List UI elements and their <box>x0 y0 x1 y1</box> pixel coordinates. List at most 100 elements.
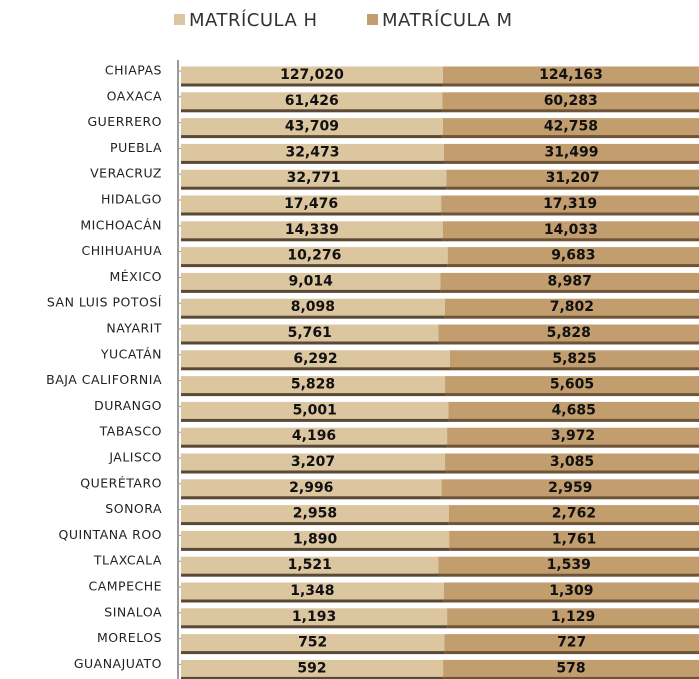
value-label: 43,709 <box>285 119 339 135</box>
bar <box>438 556 699 574</box>
bar <box>181 659 444 677</box>
value-label: 3,085 <box>550 454 594 470</box>
value-label: 3,972 <box>551 428 595 444</box>
value-label: 31,499 <box>544 144 598 160</box>
bar-shadow <box>441 495 699 500</box>
value-label: 1,193 <box>292 609 336 625</box>
bar <box>448 401 699 419</box>
bar-shadow <box>181 572 439 577</box>
bar <box>443 143 699 161</box>
bar <box>181 505 449 523</box>
bar-shadow <box>181 675 444 679</box>
bar <box>181 634 445 652</box>
bar <box>181 427 448 445</box>
bar <box>442 118 699 136</box>
category-label: CAMPECHE <box>88 579 162 594</box>
bar-shadow <box>446 185 699 190</box>
bar <box>441 479 699 497</box>
value-label: 32,473 <box>285 144 339 160</box>
bar-shadow <box>438 572 699 577</box>
category-label: YUCATÁN <box>100 346 162 361</box>
bar-shadow <box>442 82 699 87</box>
bar-shadow <box>447 263 699 268</box>
value-label: 8,098 <box>291 299 335 315</box>
category-label: CHIHUAHUA <box>81 243 162 258</box>
value-label: 9,014 <box>289 273 334 289</box>
bar <box>181 556 439 574</box>
value-label: 1,129 <box>551 609 595 625</box>
value-label: 2,762 <box>552 506 596 522</box>
bar <box>181 66 443 84</box>
bar-shadow <box>181 237 443 242</box>
category-label: QUERÉTARO <box>80 475 162 490</box>
bar-shadow <box>442 237 699 242</box>
bar <box>441 195 699 213</box>
value-label: 4,196 <box>292 428 336 444</box>
category-label: NAYARIT <box>106 321 162 336</box>
bar-shadow <box>181 82 443 87</box>
category-label: SAN LUIS POTOSÍ <box>47 295 162 310</box>
legend-swatch <box>367 14 378 25</box>
bar-shadow <box>443 598 699 603</box>
bar-shadow <box>447 624 699 629</box>
category-label: MICHOACÁN <box>80 217 162 232</box>
bar <box>181 118 443 136</box>
bar-shadow <box>181 134 443 139</box>
value-label: 727 <box>557 635 586 651</box>
bar <box>443 659 699 677</box>
value-label: 5,828 <box>291 377 335 393</box>
bar-shadow <box>181 263 448 268</box>
bar-shadow <box>181 392 446 397</box>
bar-shadow <box>181 314 445 319</box>
bar-shadow <box>444 650 699 655</box>
value-label: 14,033 <box>544 222 598 238</box>
value-label: 17,319 <box>543 196 597 212</box>
category-label: CHIAPAS <box>105 63 162 78</box>
bar-shadow <box>445 392 699 397</box>
value-label: 127,020 <box>280 67 344 83</box>
bar <box>444 634 699 652</box>
value-label: 60,283 <box>544 93 598 109</box>
bar-shadow <box>448 521 699 526</box>
bar <box>181 479 442 497</box>
bar <box>181 376 446 394</box>
legend-label: MATRÍCULA H <box>189 9 318 31</box>
value-label: 578 <box>556 660 585 676</box>
category-label: SINALOA <box>104 604 162 619</box>
bar <box>442 92 699 110</box>
bar-shadow <box>441 211 699 216</box>
bar-shadow <box>181 598 444 603</box>
category-label: HIDALGO <box>101 192 162 207</box>
bar-shadow <box>442 134 699 139</box>
bar-shadow <box>444 314 699 319</box>
bar <box>181 298 445 316</box>
category-label: TLAXCALA <box>93 553 162 568</box>
bar-shadow <box>181 624 448 629</box>
bar <box>447 427 699 445</box>
value-label: 31,207 <box>546 170 600 186</box>
category-label: GUERRERO <box>87 114 162 129</box>
bar-shadow <box>445 469 699 474</box>
bar-shadow <box>181 469 446 474</box>
value-label: 3,207 <box>291 454 335 470</box>
value-label: 61,426 <box>285 93 339 109</box>
bar <box>440 272 699 290</box>
bar-shadow <box>448 417 699 422</box>
value-label: 1,521 <box>288 557 332 573</box>
value-label: 1,539 <box>547 557 591 573</box>
bar-shadow <box>181 521 449 526</box>
value-label: 5,828 <box>547 325 591 341</box>
value-label: 9,683 <box>551 248 595 264</box>
value-label: 42,758 <box>544 119 598 135</box>
bar <box>181 247 448 265</box>
bar-shadow <box>447 443 699 448</box>
value-label: 5,605 <box>550 377 594 393</box>
value-label: 752 <box>298 635 327 651</box>
value-label: 1,309 <box>549 583 593 599</box>
bar <box>447 247 699 265</box>
bar-shadow <box>438 340 699 345</box>
bar <box>449 530 699 548</box>
bar <box>442 221 699 239</box>
bar-shadow <box>443 675 699 679</box>
